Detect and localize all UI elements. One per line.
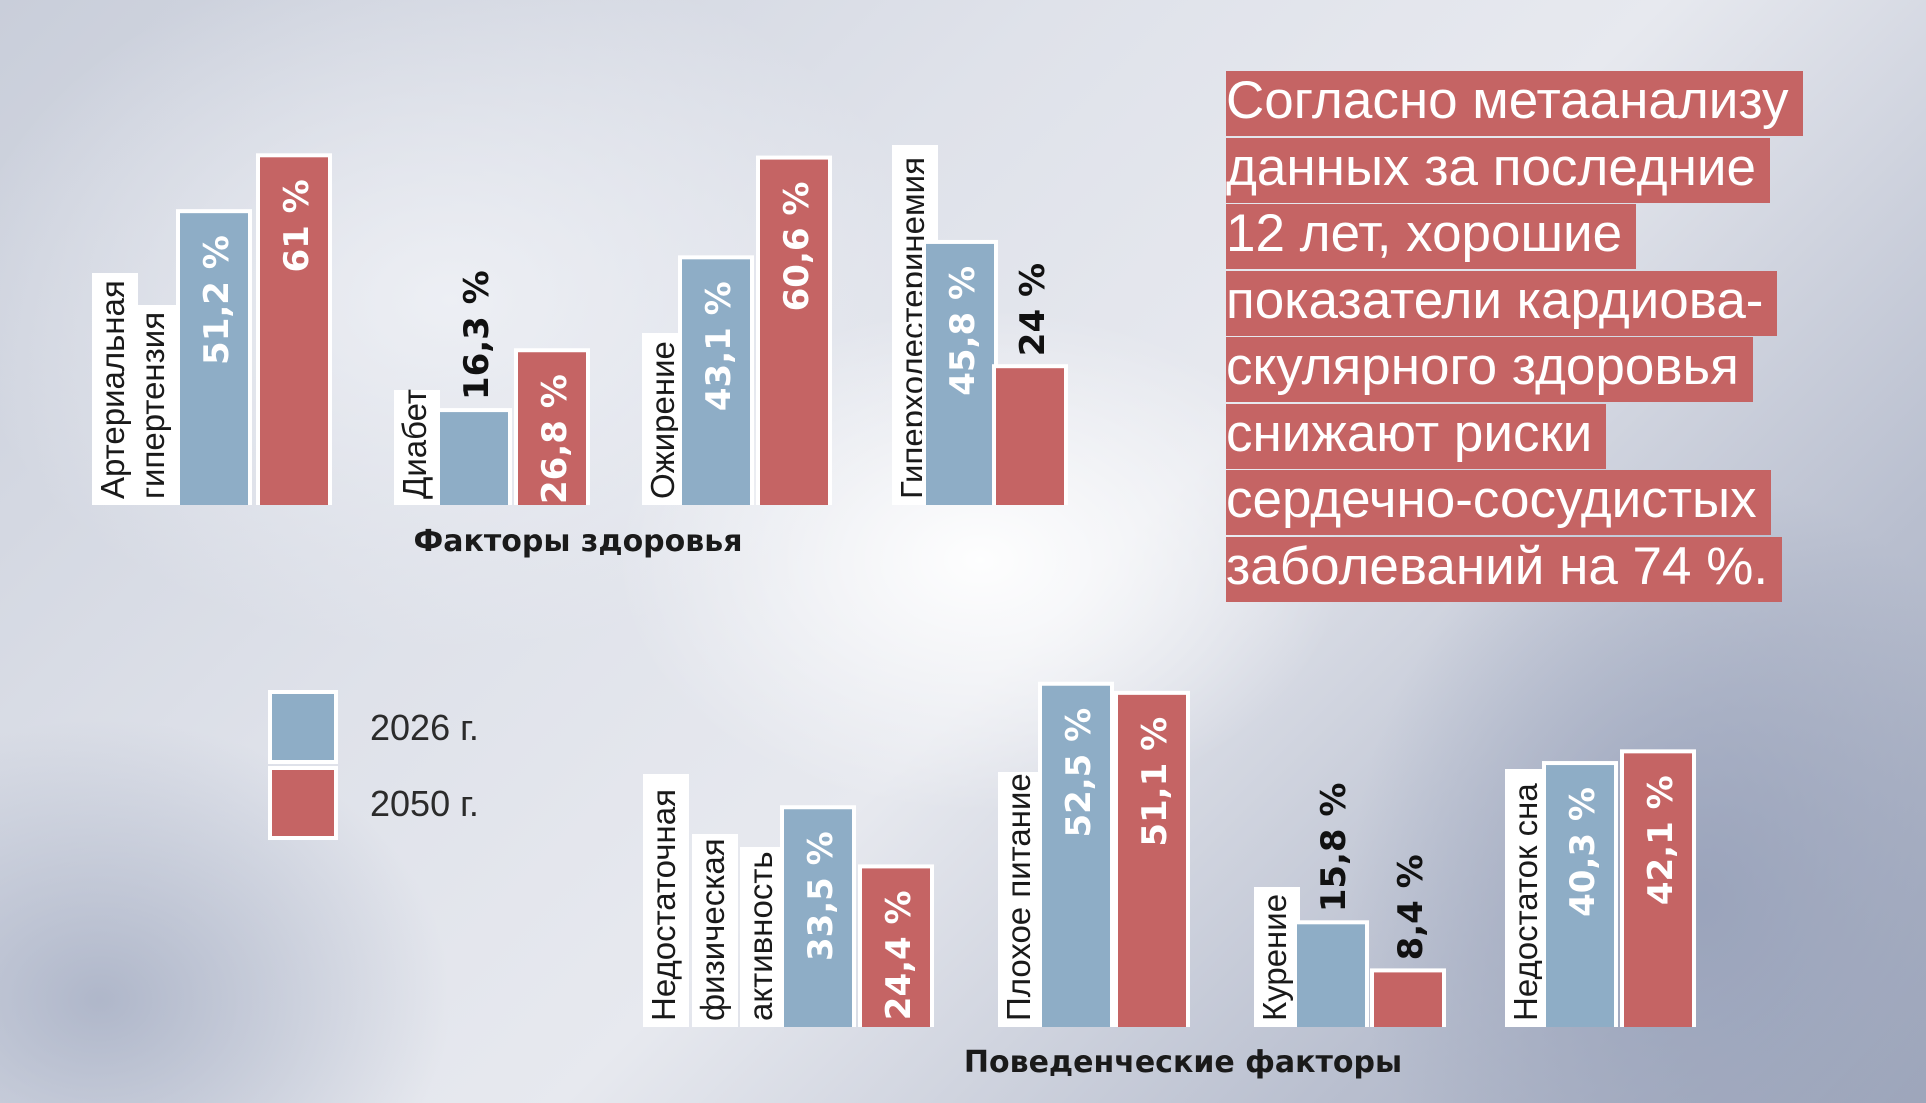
bar-2050 [1624, 753, 1692, 1027]
category-label-box [643, 774, 689, 1027]
callout-line: заболеваний на 74 %. [1226, 536, 1783, 602]
category-label: Артериальная [94, 280, 131, 499]
category-label: Курение [1256, 894, 1293, 1021]
bar-value-label: 52,5 % [1059, 708, 1099, 838]
callout-line: показатели кардиова- [1226, 270, 1778, 336]
bar-2026 [926, 243, 994, 505]
bar-2026 [1042, 685, 1110, 1027]
category-label-box [740, 847, 786, 1027]
bar-value-label: 26,8 % [535, 374, 575, 504]
callout-line: данных за последние [1226, 137, 1770, 203]
bar-2050 [862, 868, 930, 1027]
category-label: Недостаточная [645, 789, 682, 1021]
bar-2050 [1118, 694, 1186, 1027]
bar-2026 [1546, 765, 1614, 1027]
legend-label: 2026 г. [370, 707, 479, 748]
category-label: Диабет [396, 389, 433, 499]
callout-line: скулярного здоровья [1226, 337, 1753, 402]
bar-2026 [682, 259, 750, 505]
group-title: Факторы здоровья [414, 524, 743, 559]
bar-2026 [180, 213, 248, 505]
category-label: физическая [694, 838, 731, 1021]
category-label-box [1254, 887, 1300, 1027]
callout-line: Согласно метаанализу [1226, 71, 1803, 136]
legend-swatch [272, 770, 334, 836]
bar-value-label: 15,8 % [1314, 783, 1354, 913]
bar-2050 [260, 157, 328, 506]
callout-text: Согласно метаанализу данных за последние… [1226, 68, 1846, 602]
category-label: Плохое питание [1000, 773, 1037, 1021]
category-label-box [132, 305, 178, 505]
bar-2050 [760, 159, 828, 505]
legend-swatch [272, 694, 334, 760]
bar-value-label: 16,3 % [457, 270, 497, 400]
legend-label: 2050 г. [370, 783, 479, 824]
category-label: активность [742, 851, 779, 1021]
bar-value-label: 40,3 % [1563, 787, 1603, 917]
bar-value-label: 43,1 % [699, 281, 739, 411]
bar-2050 [1374, 972, 1442, 1027]
bar-2050 [996, 368, 1064, 505]
bar-value-label: 60,6 % [777, 182, 817, 312]
category-label-box [998, 772, 1044, 1027]
bar-2026 [440, 412, 508, 505]
bar-2026 [784, 809, 852, 1027]
category-label: Ожирение [644, 341, 681, 499]
bar-2026 [1297, 924, 1365, 1027]
bar-value-label: 42,1 % [1641, 775, 1681, 905]
category-label-box [92, 273, 138, 505]
bar-value-label: 24,4 % [879, 890, 919, 1020]
bar-value-label: 61 % [277, 179, 317, 272]
callout-line: 12 лет, хорошие [1226, 204, 1637, 269]
group-title: Поведенческие факторы [964, 1045, 1402, 1080]
callout-line: сердечно-сосудистых [1226, 470, 1771, 535]
bar-value-label: 33,5 % [801, 831, 841, 961]
bar-value-label: 51,1 % [1135, 717, 1175, 847]
bar-value-label: 24 % [1013, 263, 1053, 356]
bar-value-label: 8,4 % [1391, 854, 1431, 960]
category-label-box [692, 834, 738, 1027]
bar-value-label: 51,2 % [197, 235, 237, 365]
category-label: гипертензия [134, 312, 171, 499]
category-label-box [394, 390, 440, 505]
category-label: Недостаток сна [1507, 783, 1544, 1021]
bar-value-label: 45,8 % [943, 266, 983, 396]
bar-2050 [518, 352, 586, 505]
callout-line: снижают риски [1226, 403, 1607, 469]
